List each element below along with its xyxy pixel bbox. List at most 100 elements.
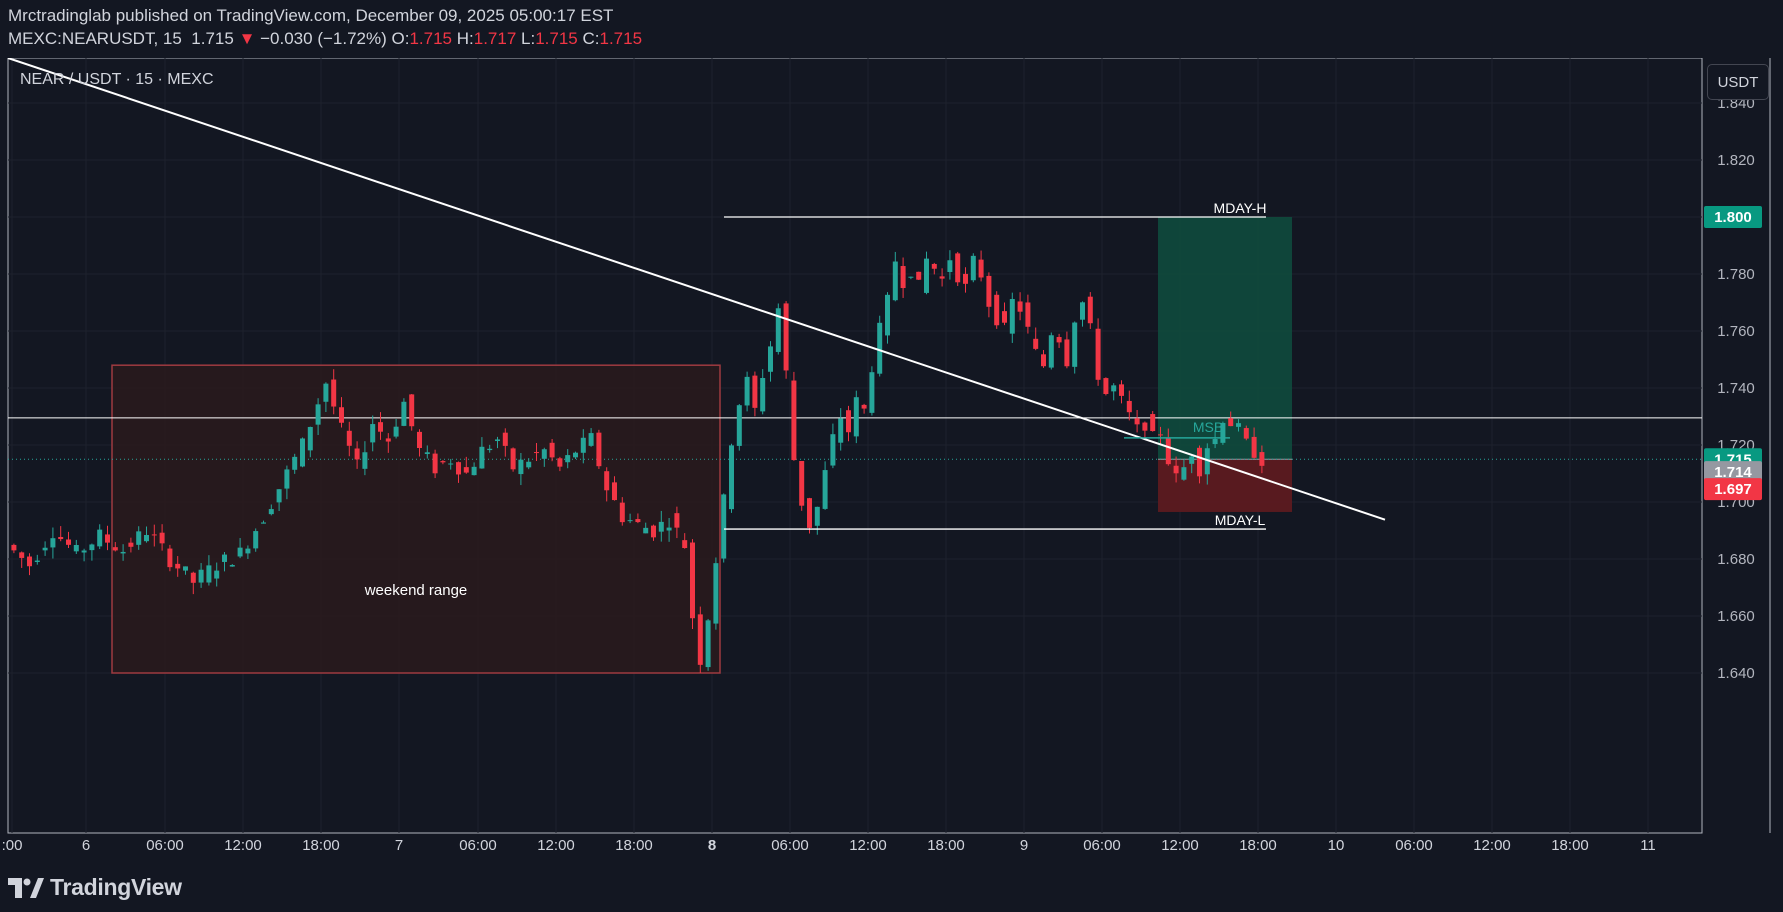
candle-body (385, 438, 391, 442)
candle-body (1126, 400, 1132, 413)
candle-body (1204, 448, 1210, 475)
candle-body (159, 532, 165, 544)
symbol-name[interactable]: MEXC:NEARUSDT, 15 (8, 29, 182, 48)
brand-name: TradingView (50, 874, 182, 900)
candle-body (463, 467, 469, 473)
candle-body (1072, 322, 1078, 367)
candle-body (401, 401, 407, 426)
candle-body (1236, 423, 1241, 427)
candle-body (697, 614, 703, 665)
candle-body (331, 379, 337, 407)
candle-body (167, 548, 173, 568)
candle-body (471, 466, 477, 476)
candle-body (853, 397, 859, 437)
candle-body (580, 437, 586, 453)
candle-body (986, 275, 992, 307)
close-label: C: (582, 29, 600, 48)
candle-body (315, 404, 321, 425)
publish-info: Mrctradinglab published on TradingView.c… (8, 6, 614, 25)
candle-body (206, 565, 212, 583)
x-axis-tick-label: 06:00 (459, 837, 497, 854)
stop-zone[interactable] (1158, 459, 1292, 512)
candle-body (323, 383, 329, 402)
candle-body (588, 433, 594, 446)
candle-body (432, 453, 438, 474)
change-arrow-icon: ▼ (238, 29, 256, 48)
candle-body (58, 536, 64, 540)
candle-body (1041, 354, 1046, 367)
candle-body (713, 563, 719, 624)
trendline[interactable] (7, 58, 1386, 521)
candle-body (27, 556, 32, 567)
candle-body (1056, 337, 1062, 343)
candle-body (237, 547, 243, 557)
candle-body (362, 452, 368, 469)
y-axis-tick-label: 1.780 (1717, 266, 1755, 283)
candle-body (612, 482, 617, 501)
high-label: H: (456, 29, 474, 48)
candle-body (807, 498, 812, 528)
x-axis-tick-label: 18:00 (1551, 837, 1589, 854)
candle-body (190, 572, 196, 583)
candle-body (526, 461, 532, 468)
last-price: 1.715 (191, 29, 234, 48)
candle-body (253, 531, 259, 549)
candle-body (128, 542, 134, 547)
target-zone[interactable] (1158, 217, 1292, 460)
candle-body (34, 560, 40, 563)
candle-body (924, 258, 929, 293)
x-axis-tick-label: 18:00 (927, 837, 965, 854)
candle-body (861, 404, 867, 409)
candle-body (1243, 428, 1249, 439)
tradingview-logo[interactable]: TradingView (8, 874, 182, 901)
candle-body (869, 372, 875, 413)
mday-high-label: MDAY-H (1214, 200, 1267, 216)
candle-body (838, 418, 844, 443)
candle-body (1142, 422, 1148, 431)
candle-body (736, 405, 742, 446)
candle-body (440, 461, 446, 463)
candle-body (908, 276, 914, 278)
candle-body (502, 432, 508, 446)
candle-body (42, 547, 48, 551)
x-axis-tick-label: 18:00 (615, 837, 653, 854)
candle-body (1158, 434, 1163, 436)
candle-body (549, 442, 555, 458)
weekend-range-box[interactable] (111, 364, 721, 674)
price-change: −0.030 (−1.72%) (260, 29, 387, 48)
candle-body (760, 378, 766, 412)
candle-body (105, 534, 110, 543)
candle-body (931, 263, 937, 269)
candle-body (183, 566, 188, 571)
candle-body (276, 489, 282, 503)
candle-body (1197, 447, 1202, 477)
candle-body (284, 469, 290, 489)
x-axis-tick-label: 7 (395, 837, 403, 854)
candle-body (424, 452, 430, 455)
candle-body (370, 424, 376, 443)
price-chart[interactable]: 1.8401.8201.8001.7801.7601.7401.7201.700… (0, 58, 1783, 862)
candle-body (775, 308, 781, 352)
x-axis-tick-label: 9 (1020, 837, 1028, 854)
candle-body (596, 432, 602, 467)
candle-body (11, 544, 17, 551)
candle-body (487, 448, 493, 451)
candle-body (354, 448, 360, 460)
candle-body (565, 455, 571, 463)
candle-body (214, 570, 220, 579)
low-label: L: (521, 29, 536, 48)
candle-body (963, 273, 968, 284)
candle-body (690, 542, 695, 619)
candle-body (658, 521, 664, 532)
candle-body (19, 552, 25, 558)
open-label: O: (391, 29, 410, 48)
candle-body (955, 253, 961, 283)
candle-body (268, 509, 274, 515)
candle-body (830, 434, 836, 466)
candle-body (651, 525, 656, 538)
chart-title: NEAR / USDT · 15 · MEXC (20, 71, 214, 88)
x-axis-tick-label: 06:00 (771, 837, 809, 854)
candle-body (783, 303, 789, 371)
currency-button[interactable]: USDT (1707, 64, 1769, 100)
candle-body (744, 376, 750, 406)
